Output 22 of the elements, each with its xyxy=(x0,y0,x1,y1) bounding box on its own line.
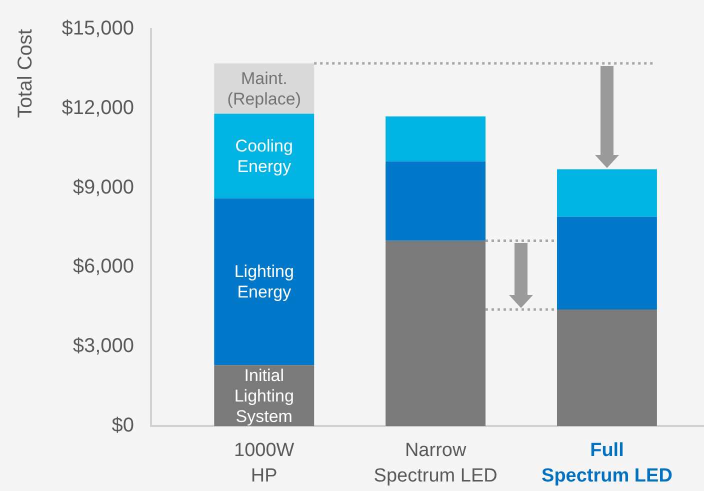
x-tick-label: 1000W HP xyxy=(234,440,294,487)
bar xyxy=(386,240,486,426)
y-tick-label: $3,000 xyxy=(72,335,134,358)
series-label: Maint. (Replace) xyxy=(227,68,301,108)
y-tick-label: $6,000 xyxy=(72,256,134,278)
bar xyxy=(557,169,657,217)
y-tick-label: $0 xyxy=(112,414,134,437)
x-tick-label: Narrow Spectrum LED xyxy=(374,440,498,487)
bar xyxy=(386,161,486,241)
bar xyxy=(214,198,314,366)
y-tick-label: $9,000 xyxy=(72,176,134,198)
y-tick-label: $15,000 xyxy=(62,18,134,40)
series-label: Cooling Energy xyxy=(235,136,293,176)
bar xyxy=(214,114,314,198)
bar xyxy=(557,216,657,310)
series-label: Initial Lighting System xyxy=(234,366,294,426)
bar xyxy=(557,310,657,426)
y-tick-label: $12,000 xyxy=(62,96,134,119)
series-label: Lighting Energy xyxy=(234,262,294,302)
y-axis-title: Total Cost xyxy=(14,28,37,118)
x-tick-label: Full Spectrum LED xyxy=(542,440,672,487)
bar xyxy=(386,116,486,162)
